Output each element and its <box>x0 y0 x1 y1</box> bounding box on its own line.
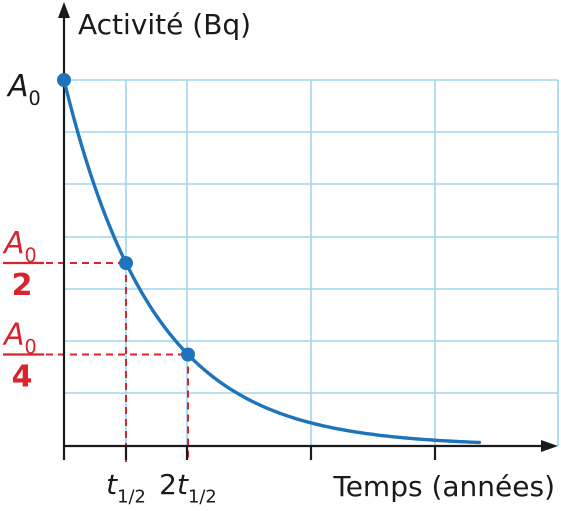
data-point <box>119 256 133 270</box>
x-axis-title: Temps (années) <box>332 470 555 503</box>
y-fraction-denominator: 2 <box>12 268 33 303</box>
x-tick-label: 2t1/2 <box>159 468 217 507</box>
label-base: A <box>6 69 29 104</box>
x-tick-label: t1/2 <box>106 468 146 507</box>
label-base: t <box>106 468 118 501</box>
label-subscript: 0 <box>29 87 41 110</box>
label-prefix: 2 <box>159 468 177 501</box>
y-axis-arrow <box>58 2 70 18</box>
label-subscript: 1/2 <box>117 486 146 507</box>
y-fraction-numerator: A0 <box>2 226 37 267</box>
grid <box>63 79 559 446</box>
y-tick-label-a0: A0 <box>6 69 41 110</box>
curve-group <box>62 78 482 445</box>
decay-curve <box>62 78 482 445</box>
axes <box>58 2 558 460</box>
label-base: t <box>177 468 189 501</box>
points-group <box>57 73 195 362</box>
guide-lines <box>22 262 189 462</box>
label-subscript: 0 <box>25 336 37 359</box>
label-base: A <box>2 226 25 261</box>
label-base: A <box>2 318 25 353</box>
data-point <box>181 347 195 362</box>
y-axis-title: Activité (Bq) <box>78 8 251 41</box>
y-fraction-numerator: A0 <box>2 318 37 359</box>
y-fraction-denominator: 4 <box>12 360 33 395</box>
data-point <box>57 73 71 87</box>
label-subscript: 0 <box>25 244 37 267</box>
label-subscript: 1/2 <box>188 486 217 507</box>
x-axis-arrow <box>541 440 558 452</box>
